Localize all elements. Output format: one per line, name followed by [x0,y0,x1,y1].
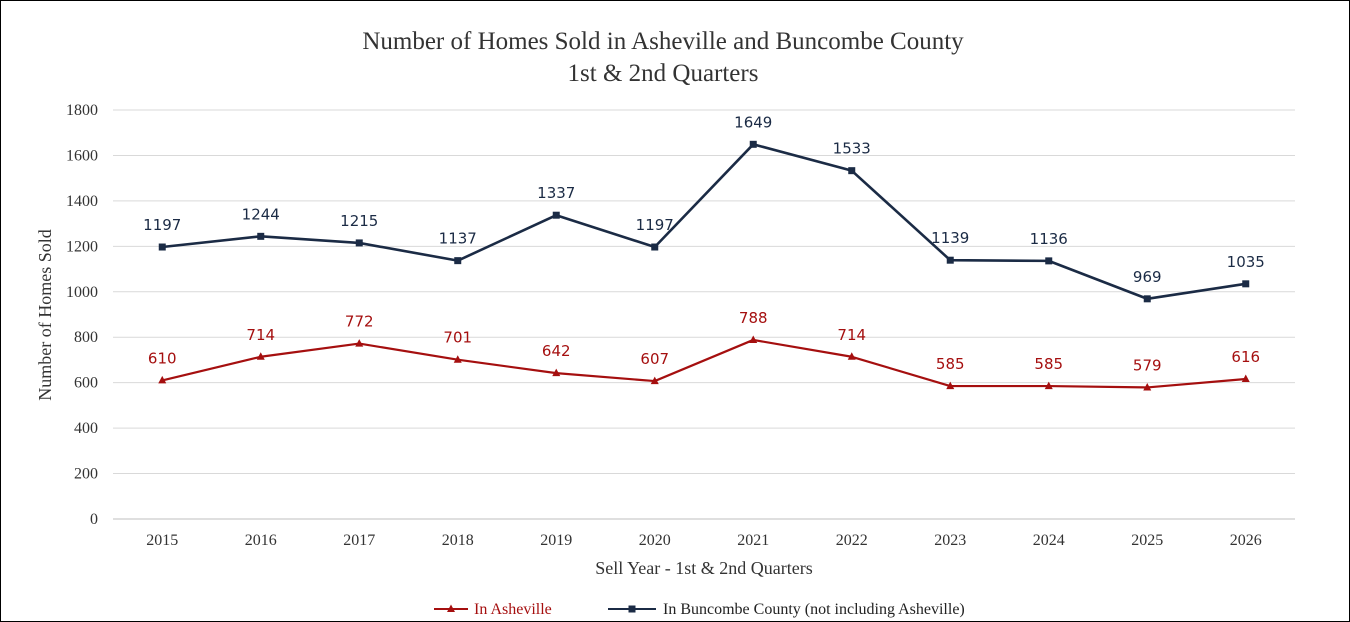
data-point-marker [257,232,265,240]
series-asheville: 610 714 772 701 642 607 788 714 585 585 579 616 [148,309,1260,391]
x-tick-label: 2018 [442,532,474,549]
data-point-marker [749,335,758,343]
legend: In Asheville In Buncombe County (not incl… [434,601,965,618]
x-tick-label: 2025 [1131,532,1163,549]
x-tick-label: 2019 [540,532,572,549]
data-label: 585 [936,355,965,373]
data-point-marker [1241,374,1250,383]
data-point-marker [1044,381,1053,390]
data-point-marker [355,339,364,347]
x-tick-label: 2020 [639,532,671,549]
data-label: 1197 [143,216,181,234]
legend-label: In Buncombe County (not including Ashevi… [663,601,965,618]
legend-swatch-marker [628,605,636,613]
x-tick-label: 2021 [737,532,769,549]
series-group: 610 714 772 701 642 607 788 714 585 585 579 616 1197… [143,113,1265,391]
data-label: 1139 [931,229,969,247]
data-point-marker [158,375,167,384]
x-axis-ticks: 2015 2016 2017 2018 2019 2020 2021 2022 2023 2024… [146,532,1262,549]
x-tick-label: 2024 [1033,532,1065,549]
chart-title-line-1: Number of Homes Sold in Asheville and Bu… [362,28,964,55]
data-point-marker [453,355,462,363]
data-label: 1137 [439,230,477,248]
data-label: 585 [1034,355,1063,373]
x-tick-label: 2022 [836,532,868,549]
chart-title-line-2: 1st & 2nd Quarters [568,60,759,87]
series-line [162,143,1246,301]
data-label: 607 [640,350,669,368]
x-tick-label: 2023 [934,532,966,549]
y-tick-label: 1600 [66,147,98,164]
data-label: 1244 [242,205,280,223]
data-point-marker [1143,382,1152,391]
x-tick-label: 2016 [245,532,277,549]
data-point-marker [1045,257,1053,265]
data-point-marker [946,256,954,264]
data-label: 1035 [1227,253,1265,271]
data-label: 714 [837,326,866,344]
legend-item: In Asheville [434,601,552,618]
data-point-marker [256,352,265,360]
x-axis-title: Sell Year - 1st & 2nd Quarters [595,558,812,578]
series-line [161,338,1246,389]
y-axis-ticks: 0 200 400 600 800 1000 1200 1400 1600 1800 [66,102,98,528]
data-label: 969 [1133,268,1162,286]
data-label: 772 [345,313,374,331]
data-point-marker [454,257,462,265]
data-label: 701 [443,329,472,347]
data-label: 1215 [340,212,378,230]
y-tick-label: 200 [74,466,98,483]
data-point-marker [848,167,856,175]
data-point-marker [158,243,166,251]
data-label: 1649 [734,113,772,131]
gridlines [113,109,1295,520]
data-label: 1197 [636,216,674,234]
legend-swatch-marker [447,604,455,612]
y-tick-label: 0 [90,511,98,528]
data-point-marker [650,376,659,385]
data-label: 1337 [537,184,575,202]
data-label: 616 [1231,348,1260,366]
y-tick-label: 600 [74,375,98,392]
data-point-marker [1242,280,1250,288]
y-tick-label: 800 [74,329,98,346]
data-label: 788 [739,309,768,327]
data-label: 579 [1133,356,1162,374]
data-label: 714 [246,326,275,344]
x-tick-label: 2026 [1230,532,1262,549]
y-tick-label: 1200 [66,238,98,255]
y-tick-label: 1400 [66,193,98,210]
legend-label: In Asheville [474,601,552,618]
series-buncombe-county: 1197 1244 1215 1137 1337 1197 1649 1533 1139 1136… [143,113,1265,303]
data-label: 610 [148,349,177,367]
y-axis-title: Number of Homes Sold [35,229,55,400]
y-tick-label: 1800 [66,102,98,119]
data-point-marker [552,368,561,377]
x-tick-label: 2017 [343,532,375,549]
legend-item: In Buncombe County (not including Ashevi… [608,601,965,618]
data-point-marker [355,239,363,247]
data-point-marker [946,381,955,390]
data-label: 1136 [1030,230,1068,248]
data-label: 642 [542,342,571,360]
x-tick-label: 2015 [146,532,178,549]
data-point-marker [1143,295,1151,303]
data-point-marker [749,140,757,148]
y-tick-label: 1000 [66,284,98,301]
data-point-marker [651,243,659,251]
data-point-marker [847,352,856,360]
data-label: 1533 [833,140,871,158]
data-point-marker [552,211,560,219]
y-tick-label: 400 [74,420,98,437]
